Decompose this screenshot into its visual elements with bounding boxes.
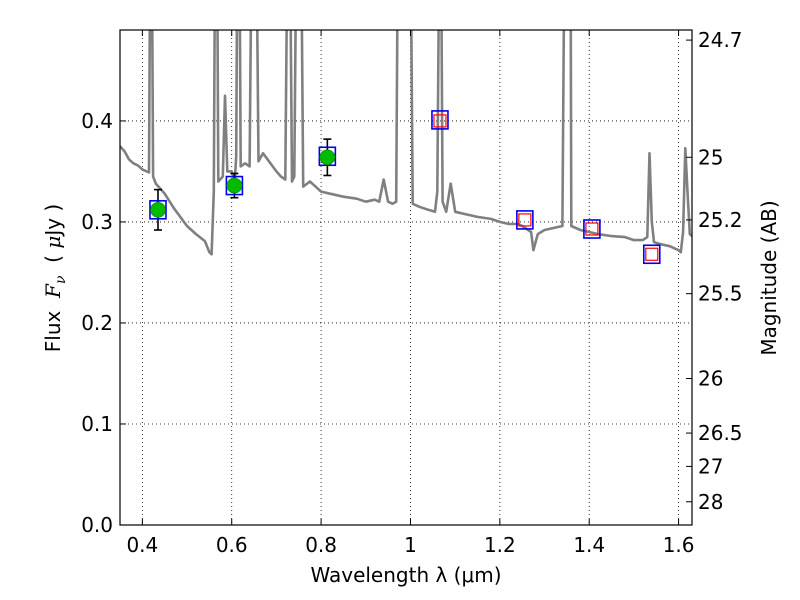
- blue-square-marker: [431, 110, 449, 130]
- plot-frame: [119, 29, 693, 526]
- x-tick-label: 0.6: [216, 533, 248, 557]
- y-tick-label: 0.0: [81, 513, 113, 537]
- x-tick-label: 1.4: [573, 533, 605, 557]
- blue-square-marker: [516, 210, 534, 230]
- right-tick-label: 26: [698, 367, 723, 391]
- green-circle-marker: [226, 177, 243, 194]
- x-tick-label: 0.8: [305, 533, 337, 557]
- red-square-marker: [585, 222, 599, 236]
- blue-square-marker: [642, 244, 661, 265]
- green-circle-marker: [150, 202, 166, 218]
- blue-square-marker: [583, 219, 601, 239]
- right-tick-label: 24.7: [698, 28, 743, 52]
- right-tick-label: 25.5: [698, 282, 743, 306]
- x-tick-label: 1.2: [484, 533, 516, 557]
- spectrum-layer: [120, 30, 692, 256]
- right-tick-label: 26.5: [698, 421, 743, 445]
- right-tick-label: 27: [698, 454, 723, 478]
- y-axis-label: Flux Fν ( μJy ): [41, 204, 69, 352]
- x-axis-label: Wavelength λ (μm): [310, 563, 501, 587]
- red-square-marker: [645, 247, 659, 261]
- ticks: 0.4 0.6 0.8 1 1.2 1.4 1.6 0.0 0.1 0.2 0.3 0.4 24.7 25…: [81, 28, 742, 557]
- green-circle-marker: [319, 149, 336, 166]
- blue-square-marker: [149, 200, 167, 220]
- x-tick-label: 1: [404, 533, 417, 557]
- right-axis-label: Magnitude (AB): [757, 200, 781, 355]
- right-tick-label: 25: [698, 145, 723, 169]
- y-tick-label: 0.4: [81, 109, 113, 133]
- right-tick-label: 25.2: [698, 208, 743, 232]
- blue-square-marker: [318, 146, 337, 167]
- x-tick-label: 0.4: [126, 533, 158, 557]
- y-tick-label: 0.3: [81, 210, 113, 234]
- grid: [120, 30, 692, 526]
- red-square-marker: [433, 114, 447, 128]
- y-tick-label: 0.2: [81, 311, 113, 335]
- blue-square-marker: [225, 175, 244, 196]
- red-square-marker: [518, 213, 532, 227]
- x-tick-label: 1.6: [663, 533, 695, 557]
- y-tick-label: 0.1: [81, 412, 113, 436]
- right-tick-label: 28: [698, 490, 723, 514]
- spectrum-line: [120, 30, 692, 256]
- markers-layer: [149, 110, 661, 265]
